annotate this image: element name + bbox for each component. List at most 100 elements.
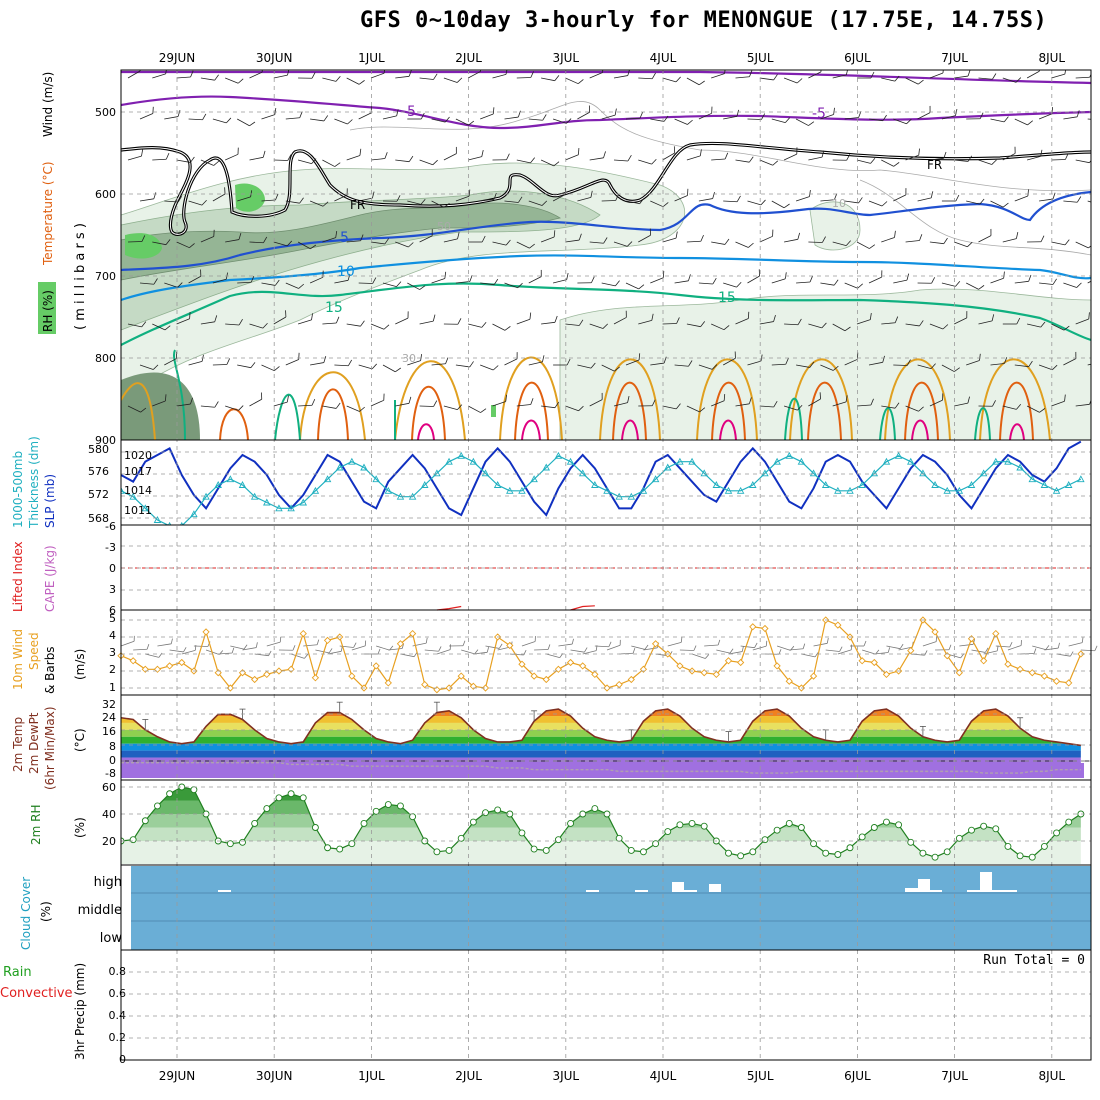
- cloud-unit-title: (%): [39, 901, 53, 922]
- wind-10m-barb: [400, 651, 418, 658]
- rh-marker: [676, 821, 684, 829]
- rh-marker: [640, 848, 647, 856]
- wind-barb: [419, 229, 433, 243]
- wind-barb: [954, 311, 968, 325]
- thickness-marker: [469, 457, 478, 465]
- wind-barb: [662, 146, 676, 161]
- li-axis-title: Lifted Index: [11, 541, 25, 612]
- wind-barb: [868, 200, 888, 207]
- date-label-top: 4JUL: [650, 51, 677, 65]
- wind-barb: [808, 70, 822, 79]
- temp-tick: 0: [109, 754, 116, 767]
- rh-marker: [652, 840, 660, 848]
- wind-speed-marker: [737, 658, 745, 667]
- rh-shade-region: [121, 372, 200, 440]
- rh2m-unit-title: (%): [73, 817, 87, 838]
- wind-barb: [249, 392, 263, 407]
- temperature-band: [121, 757, 1081, 767]
- rh-marker: [299, 794, 307, 802]
- thickness-marker: [348, 457, 356, 465]
- wind-barb: [941, 281, 961, 287]
- wind-barb: [225, 318, 243, 326]
- date-label-top: 2JUL: [455, 51, 482, 65]
- temp-contour-15: [121, 282, 1091, 346]
- wind-speed-marker: [627, 675, 635, 684]
- wind-barb: [152, 323, 171, 331]
- wind-barb: [565, 233, 582, 243]
- thickness-marker: [1016, 463, 1024, 471]
- wind-barb: [601, 108, 617, 120]
- contour-label: -5: [812, 106, 826, 122]
- wind-barb: [370, 70, 386, 79]
- wind-barb: [164, 351, 178, 366]
- rh-marker: [870, 824, 878, 831]
- thickness-marker: [894, 451, 903, 459]
- wind-barb: [905, 405, 924, 412]
- wind-barb: [358, 277, 377, 284]
- date-axis: 29JUN 29JUN 30JUN 30JUN 1JUL 1JUL 2JUL 2JUL 3JUL…: [159, 51, 1066, 1083]
- wind-barb: [285, 111, 303, 120]
- date-label-bottom: 3JUL: [552, 1069, 579, 1083]
- thickness-marker: [979, 469, 988, 477]
- wind-10m-barb: [376, 645, 394, 651]
- cloud-gridlines: [131, 892, 1091, 922]
- wind-barb: [990, 200, 1009, 208]
- wind-barb: [686, 405, 706, 413]
- wind-speed-marker: [530, 672, 538, 680]
- rh-marker: [1016, 852, 1024, 860]
- rh-marker: [810, 840, 817, 848]
- wind-barb: [1026, 70, 1040, 79]
- rh-marker: [797, 824, 805, 831]
- wind-barb: [625, 353, 641, 366]
- wind-barb: [990, 271, 1005, 284]
- rh-marker: [1053, 829, 1061, 837]
- thickness-marker: [809, 469, 818, 477]
- wind-barb: [139, 106, 154, 120]
- wind-10m-barb: [449, 640, 466, 647]
- wind-speed-marker: [870, 658, 878, 667]
- wind-barb: [711, 238, 730, 245]
- rh-marker: [384, 801, 392, 808]
- wind-speed-marker: [651, 640, 660, 648]
- thickness-marker: [736, 486, 745, 494]
- wind-speed-marker: [761, 624, 769, 633]
- wind-barb: [759, 229, 774, 243]
- contour-label: FR: [927, 158, 942, 172]
- wind-barb: [868, 270, 883, 284]
- wind-axis-title: & Barbs: [43, 646, 57, 694]
- wind-speed-marker: [481, 684, 490, 692]
- wind-barb: [480, 192, 497, 202]
- cloud-cover-panel: high middle low Cloud Cover (%): [19, 866, 1091, 950]
- wind-speed-marker: [542, 675, 550, 684]
- wind-speed-marker: [955, 669, 963, 677]
- wind-10m-barb: [740, 642, 758, 649]
- wind-barb: [577, 362, 596, 369]
- dewpoint-line: [121, 762, 1081, 774]
- wind-10m-barb: [1068, 637, 1084, 647]
- wind-barb: [127, 405, 147, 413]
- wind-barb: [164, 110, 181, 120]
- wind-speed-marker: [299, 629, 307, 638]
- wind-speed-marker: [676, 662, 684, 670]
- wind-barb: [553, 358, 571, 366]
- pressure-level-label: 900: [95, 434, 116, 447]
- wind-barb: [978, 314, 995, 325]
- thickness-marker: [226, 475, 235, 483]
- thickness-marker: [688, 457, 696, 465]
- wind-barb: [516, 157, 535, 164]
- wind-barb: [954, 70, 971, 79]
- precip-tick: 0.6: [109, 987, 127, 1000]
- wind-barb: [577, 190, 593, 202]
- date-label-top: 5JUL: [747, 51, 774, 65]
- contour-label: 30: [402, 352, 416, 365]
- rh-marker: [749, 848, 757, 856]
- wind-barb: [346, 77, 365, 85]
- wind-barb: [881, 230, 896, 243]
- wind-barb: [212, 187, 226, 202]
- wind-barb: [431, 200, 450, 208]
- date-label-bottom: 29JUN: [159, 1069, 196, 1083]
- wind-barb: [613, 310, 627, 325]
- wind-speed-marker: [931, 628, 939, 636]
- rh-bright-region: [491, 405, 496, 417]
- wind-barb: [893, 118, 912, 125]
